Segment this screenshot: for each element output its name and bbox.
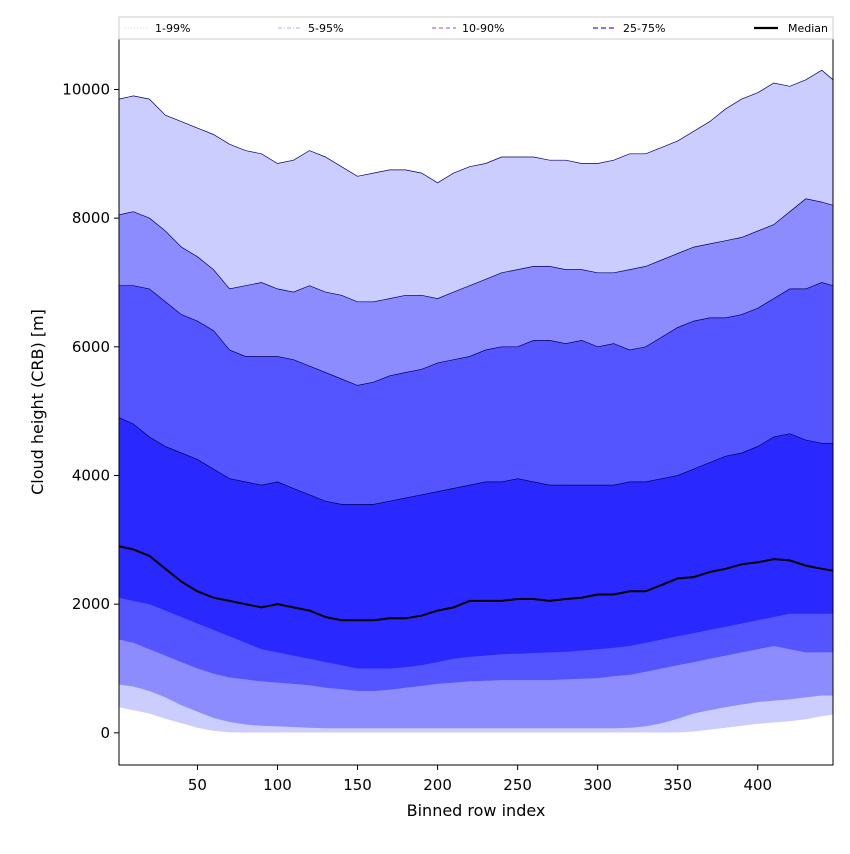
x-tick-label-2: 150 (343, 776, 372, 794)
band-upper-edge-0 (118, 69, 834, 184)
y-tick-label-2: 4000 (72, 466, 110, 484)
band-upper-edge-2 (119, 282, 834, 386)
legend-label-2: 10-90% (462, 22, 504, 35)
legend-label-1: 5-95% (308, 22, 343, 35)
bands-layer (118, 69, 834, 733)
y-tick-label-3: 6000 (72, 338, 110, 356)
legend-box (118, 16, 834, 40)
legend: 1-99% 5-95% 10-90% 25-75% Median (118, 16, 834, 40)
y-tick-label-1: 2000 (72, 595, 110, 613)
x-axis: 50 100 150 200 250 300 350 400 (188, 765, 772, 794)
x-tick-label-4: 250 (503, 776, 532, 794)
x-tick-label-3: 200 (423, 776, 452, 794)
x-tick-label-0: 50 (188, 776, 207, 794)
y-tick-label-4: 8000 (72, 209, 110, 227)
median-line-0 (118, 545, 834, 622)
x-tick-label-5: 300 (583, 776, 612, 794)
y-axis-label: Cloud height (CRB) [m] (28, 309, 47, 495)
median-layer (118, 545, 834, 622)
legend-label-4: Median (788, 22, 828, 35)
x-tick-label-1: 100 (263, 776, 292, 794)
y-tick-label-5: 10000 (62, 80, 110, 98)
legend-label-3: 25-75% (623, 22, 665, 35)
band-upper-edge-3 (118, 417, 833, 505)
x-tick-label-7: 400 (743, 776, 772, 794)
y-axis: 0 2000 4000 6000 8000 10000 (62, 80, 119, 742)
x-tick-label-6: 350 (663, 776, 692, 794)
band-upper-edge-1 (118, 198, 834, 303)
x-axis-label: Binned row index (407, 801, 546, 820)
legend-label-0: 1-99% (155, 22, 190, 35)
y-tick-label-0: 0 (100, 724, 110, 742)
